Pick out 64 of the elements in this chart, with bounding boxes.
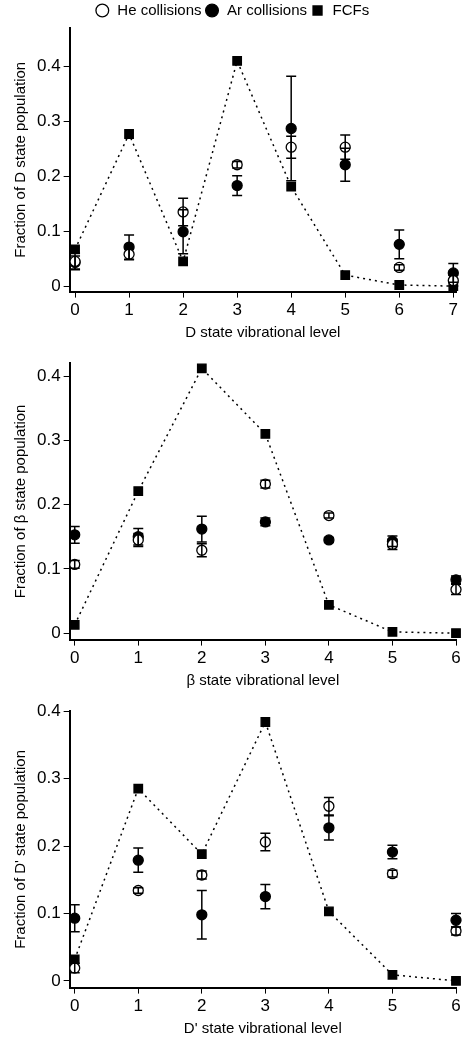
point — [124, 129, 134, 139]
point — [324, 906, 334, 917]
y-tick-label: 0.4 — [36, 56, 61, 76]
y-tick-label: 0 — [51, 970, 61, 990]
point — [387, 969, 398, 980]
point — [133, 486, 144, 497]
x-tick-label: 2 — [197, 648, 207, 668]
y-tick-label: 0.2 — [36, 494, 61, 514]
point — [260, 429, 271, 439]
point — [451, 628, 461, 639]
x-axis-title: D state vibrational level — [185, 323, 341, 341]
y-tick-label: 0 — [51, 275, 61, 295]
y-tick-label: 0.2 — [36, 835, 61, 855]
point — [260, 717, 271, 727]
point — [196, 363, 207, 374]
y-tick-label: 0.3 — [36, 768, 61, 788]
x-axis-title: D' state vibrational level — [183, 1019, 342, 1037]
point — [394, 280, 405, 290]
point — [232, 56, 243, 66]
x-tick-label: 6 — [394, 300, 404, 320]
x-tick-label: 5 — [340, 300, 350, 320]
x-tick-label: 0 — [69, 996, 80, 1016]
y-axis-title: Fraction of D state population — [11, 61, 29, 258]
x-tick-label: 2 — [197, 996, 207, 1016]
point — [340, 270, 351, 281]
y-axis-title: Fraction of β state population — [11, 404, 29, 599]
point — [196, 849, 207, 860]
y-axis-title: Fraction of D' state population — [11, 749, 29, 949]
y-tick-label: 0.4 — [36, 365, 61, 385]
x-tick-label: 4 — [286, 300, 296, 320]
x-tick-label: 6 — [451, 648, 461, 668]
point — [451, 975, 461, 986]
point — [286, 181, 297, 192]
x-tick-label: 5 — [387, 996, 398, 1016]
x-tick-label: 0 — [70, 300, 80, 320]
y-tick-label: 0.1 — [36, 220, 61, 240]
legend-label: He collisions — [117, 0, 202, 18]
x-tick-label: 3 — [232, 300, 242, 320]
x-tick-label: 5 — [387, 648, 398, 668]
x-tick-label: 3 — [260, 996, 271, 1016]
x-tick-label: 4 — [324, 648, 334, 668]
x-tick-label: 2 — [178, 300, 188, 320]
x-tick-label: 1 — [124, 300, 134, 320]
y-tick-label: 0.1 — [36, 558, 61, 578]
x-tick-label: 1 — [133, 648, 143, 668]
x-tick-label: 1 — [133, 996, 143, 1016]
legend-label: FCFs — [332, 0, 370, 18]
y-tick-label: 0.4 — [36, 700, 61, 720]
x-tick-label: 4 — [324, 996, 334, 1016]
x-tick-label: 7 — [448, 300, 459, 320]
point — [133, 783, 144, 794]
point — [178, 256, 188, 267]
point — [324, 600, 334, 610]
x-tick-label: 3 — [260, 648, 271, 668]
y-tick-label: 0.2 — [36, 165, 61, 185]
y-tick-label: 0.3 — [36, 111, 61, 131]
point — [387, 626, 398, 637]
y-tick-label: 0.1 — [36, 903, 61, 923]
y-tick-label: 0 — [51, 622, 61, 642]
x-tick-label: 0 — [69, 648, 80, 668]
x-axis-title: β state vibrational level — [186, 671, 340, 689]
y-tick-label: 0.3 — [36, 430, 61, 450]
x-tick-label: 6 — [451, 996, 461, 1016]
legend-label: Ar collisions — [227, 0, 308, 18]
